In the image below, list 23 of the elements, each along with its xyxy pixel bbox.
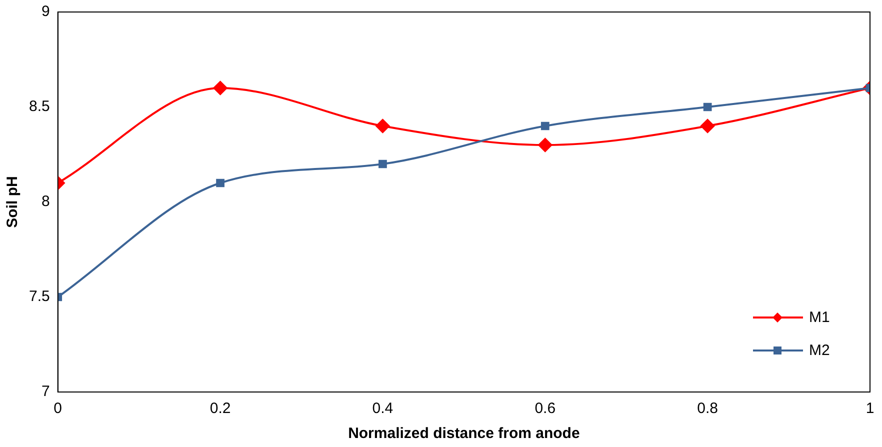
point <box>213 81 228 95</box>
point <box>540 122 550 130</box>
x-tick-label: 1 <box>866 400 874 418</box>
x-tick-label: 0.8 <box>697 400 718 418</box>
x-tick-label: 0.4 <box>372 400 394 418</box>
legend-label: M2 <box>809 342 830 359</box>
y-tick-label: 9 <box>42 3 50 20</box>
point <box>378 160 387 168</box>
point <box>703 102 712 112</box>
point <box>538 138 552 152</box>
y-axis-title: Soil pH <box>4 176 22 228</box>
x-tick-label: 0 <box>54 400 62 418</box>
x-tick-label: 0.2 <box>210 400 231 418</box>
point <box>376 119 390 133</box>
y-tick-label: 8 <box>42 193 50 210</box>
point <box>700 119 715 133</box>
x-axis-title: Normalized distance from anode <box>348 425 580 442</box>
x-tick-label: 0.6 <box>534 400 556 418</box>
y-tick-label: 8.5 <box>28 98 50 116</box>
point <box>216 178 224 188</box>
legend-label: M1 <box>809 309 830 326</box>
y-tick-label: 7.5 <box>28 288 50 306</box>
y-tick-label: 7 <box>42 383 50 400</box>
